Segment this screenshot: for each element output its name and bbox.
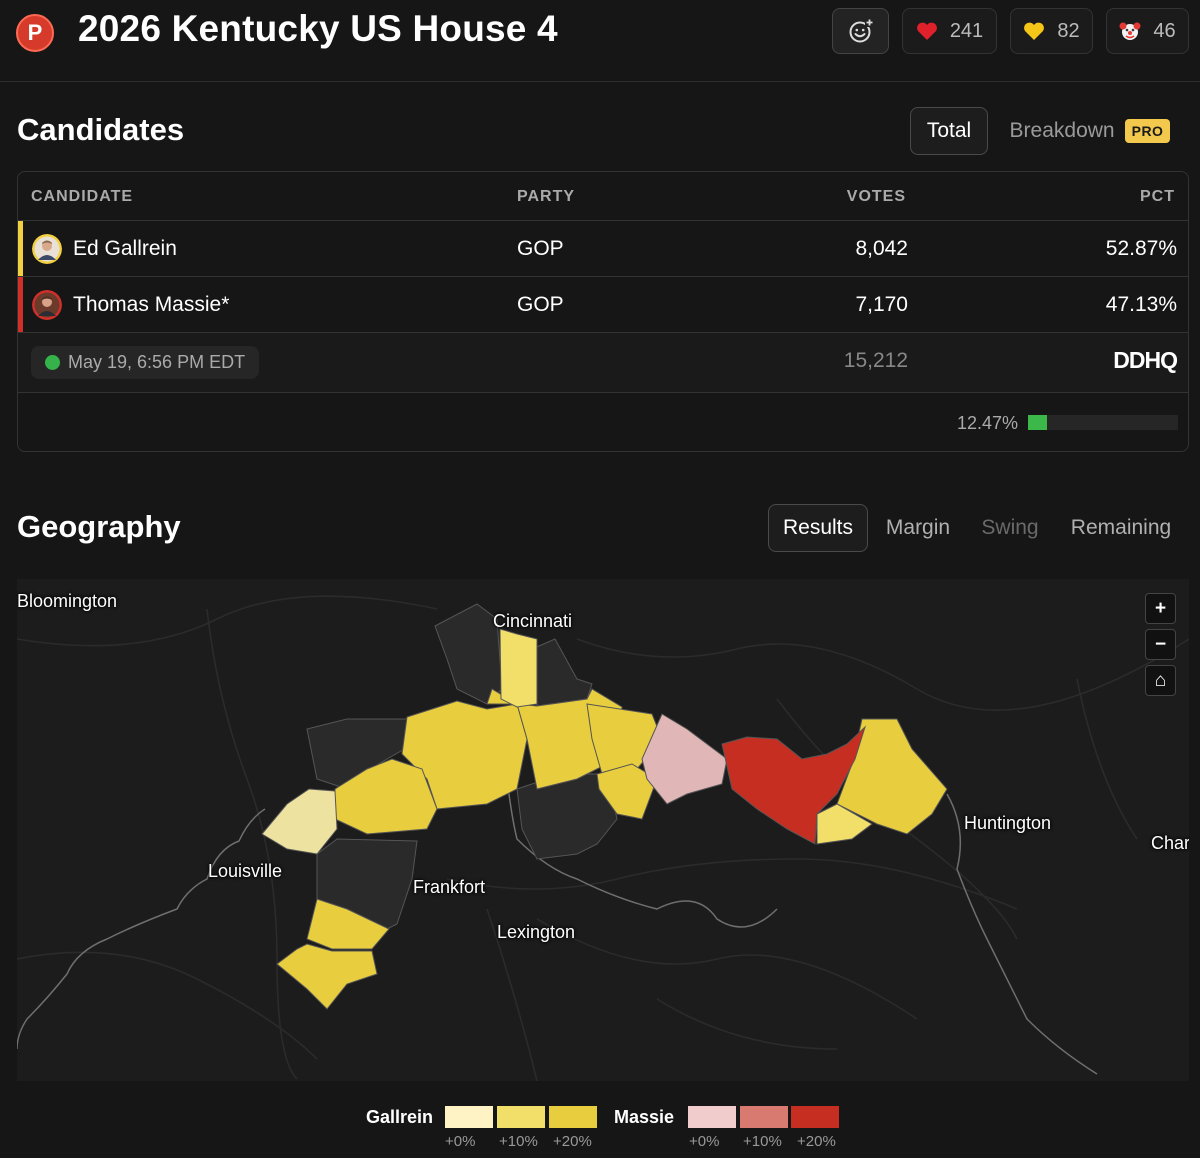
clown-count: 46 [1153,19,1176,42]
map-counties-gallrein-light [261,788,338,855]
reporting-progress-fill [1028,415,1047,430]
candidate-votes: 7,170 [855,293,908,316]
total-votes: 15,212 [843,349,908,372]
map-counties-gallrein-medium [499,628,873,845]
legend-swatch [688,1106,736,1128]
tab-swing[interactable]: Swing [981,516,1039,539]
timestamp: May 19, 6:56 PM EDT [68,352,246,372]
map-counties-massie-strong [721,725,867,845]
reporting-progress-bar [1028,415,1178,430]
zoom-in-button[interactable]: + [1145,593,1176,624]
home-icon[interactable]: ⌂ [1145,665,1176,696]
col-header-candidate[interactable]: CANDIDATE [31,188,134,205]
legend-tick: +20% [553,1133,592,1150]
map-counties-no-results [306,603,618,930]
clown-reaction-button[interactable]: 46 [1106,8,1189,54]
source-logo[interactable]: DDHQ [1108,347,1178,374]
candidate-name: Ed Gallrein [73,237,177,260]
legend-tick: +0% [445,1133,476,1150]
totals-row: May 19, 6:56 PM EDT 15,212 DDHQ [18,332,1188,392]
table-row[interactable]: Ed Gallrein GOP 8,042 52.87% [18,220,1188,277]
heart-reaction-button[interactable]: 241 [902,8,997,54]
map-counties-massie-light [641,713,728,805]
avatar [32,234,62,264]
legend-swatch [549,1106,597,1128]
map-counties-gallrein-strong [276,688,948,1010]
candidates-heading: Candidates [17,112,185,147]
legend-swatch [740,1106,788,1128]
add-reaction-button[interactable] [832,8,889,54]
col-header-party[interactable]: PARTY [517,188,576,205]
candidate-color-bar [18,221,23,277]
yellow-heart-icon [1024,22,1045,40]
candidate-pct: 52.87% [1105,237,1177,260]
map-roads [17,595,1189,1081]
source-name: DDHQ [1113,347,1178,373]
candidate-pct: 47.13% [1105,293,1177,316]
candidates-table: CANDIDATE PARTY VOTES PCT Ed Gallrein GO… [17,171,1189,452]
legend-tick: +0% [689,1133,720,1150]
tab-breakdown[interactable]: Breakdown PRO [1000,107,1180,155]
pro-badge: PRO [1124,119,1171,143]
legend-tick: +20% [797,1133,836,1150]
col-header-pct[interactable]: PCT [1140,188,1175,205]
city-label-bloomington: Bloomington [17,591,118,611]
geography-heading: Geography [17,509,181,544]
tab-breakdown-label: Breakdown [1009,119,1115,142]
clown-icon [1119,22,1141,40]
legend-massie-label: Massie [614,1107,675,1127]
city-label-char: Char [1151,833,1189,853]
city-label-cincinnati: Cincinnati [493,611,573,631]
legend-gallrein-label: Gallrein [366,1107,434,1127]
legend-swatch [445,1106,493,1128]
yellow-heart-reaction-button[interactable]: 82 [1010,8,1093,54]
live-status-dot-icon [45,355,60,370]
legend-tick: +10% [499,1133,538,1150]
city-label-huntington: Huntington [964,813,1052,833]
candidate-votes: 8,042 [855,237,908,260]
logo-letter: P [27,20,43,45]
candidate-name: Thomas Massie* [73,293,230,316]
heart-icon [916,22,937,40]
yellow-heart-count: 82 [1057,19,1080,42]
app-logo[interactable]: P [16,14,54,52]
map-rivers [17,778,1098,1075]
city-label-louisville: Louisville [208,861,283,881]
tab-total[interactable]: Total [910,107,988,155]
results-map[interactable]: Bloomington Cincinnati Huntington Char L… [17,579,1189,1081]
zoom-out-button[interactable]: − [1145,629,1176,660]
tab-margin[interactable]: Margin [885,516,951,539]
timestamp-pill: May 19, 6:56 PM EDT [31,346,260,379]
table-row[interactable]: Thomas Massie* GOP 7,170 47.13% [18,276,1188,333]
reporting-percent: 12.47% [956,413,1018,433]
candidate-party: GOP [517,293,564,316]
city-label-frankfort: Frankfort [413,877,486,897]
header-bar: P 2026 Kentucky US House 4 241 82 46 [0,0,1200,82]
heart-count: 241 [949,19,984,42]
page-title: 2026 Kentucky US House 4 [78,8,558,49]
avatar [32,290,62,320]
legend-swatch [497,1106,545,1128]
tab-results[interactable]: Results [768,504,868,552]
legend-tick: +10% [743,1133,782,1150]
city-label-lexington: Lexington [497,922,576,942]
map-canvas [17,595,1189,1081]
smiley-plus-icon [849,18,874,43]
legend-swatch [791,1106,839,1128]
candidate-color-bar [18,277,23,333]
reporting-row: 12.47% [18,392,1188,451]
col-header-votes[interactable]: VOTES [846,188,906,205]
candidate-party: GOP [517,237,564,260]
tab-remaining[interactable]: Remaining [1070,516,1172,539]
